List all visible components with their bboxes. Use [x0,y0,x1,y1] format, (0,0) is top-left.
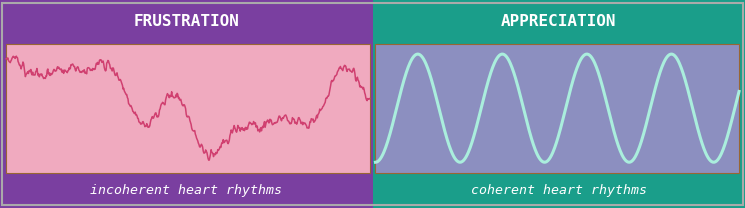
Bar [375,44,739,173]
Text: APPRECIATION: APPRECIATION [501,14,617,29]
Text: FRUSTRATION: FRUSTRATION [133,14,239,29]
Bar [0,0,372,208]
Bar [372,0,745,208]
Text: incoherent heart rhythms: incoherent heart rhythms [90,184,282,197]
Bar [6,44,370,173]
Text: coherent heart rhythms: coherent heart rhythms [471,184,647,197]
